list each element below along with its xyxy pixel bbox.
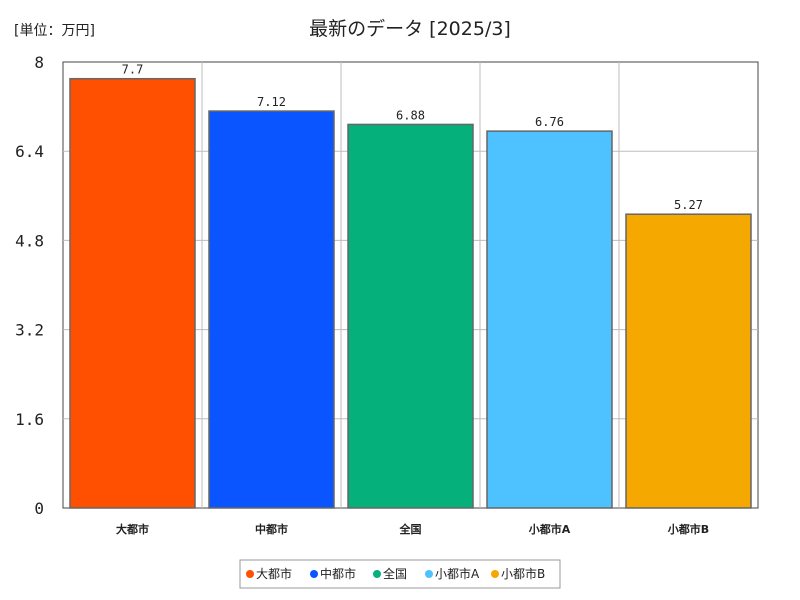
y-tick-label: 1.6: [15, 410, 44, 429]
legend: 大都市 中都市 全国 小都市A 小都市B: [239, 559, 561, 589]
legend-entry: 中都市: [320, 566, 356, 581]
data-label: 7.12: [257, 95, 286, 109]
bar-2: [208, 110, 335, 509]
bar-5: [625, 213, 752, 509]
legend-entry: 全国: [383, 566, 407, 581]
x-tick-label: 全国: [399, 522, 422, 536]
legend-entry: 小都市A: [435, 566, 480, 581]
data-label: 5.27: [674, 198, 703, 212]
y-tick-label: 0: [34, 499, 44, 518]
legend-marker: [373, 570, 381, 578]
legend-box: [239, 559, 561, 589]
bar-4: [486, 130, 613, 509]
legend-marker: [425, 570, 433, 578]
legend-marker: [310, 570, 318, 578]
bar-1: [69, 77, 196, 509]
legend-entry: 小都市B: [501, 566, 545, 581]
y-tick-label: 4.8: [15, 231, 44, 250]
unit-label: [単位：万円]: [14, 23, 95, 39]
x-tick-label: 中都市: [255, 522, 288, 536]
x-axis-ticks: 大都市 中都市 全国 小都市A 小都市B: [116, 522, 709, 536]
data-labels: 7.7 7.12 6.88 6.76 5.27: [122, 63, 703, 212]
y-tick-label: 8: [34, 53, 44, 72]
legend-marker: [246, 570, 254, 578]
data-label: 6.88: [396, 108, 425, 122]
y-tick-label: 6.4: [15, 142, 44, 161]
data-label: 7.7: [122, 63, 144, 77]
x-tick-label: 小都市B: [667, 522, 709, 536]
bars: [69, 77, 752, 509]
y-axis-ticks: 0 1.6 3.2 4.8 6.4 8: [15, 53, 44, 518]
x-tick-label: 大都市: [116, 522, 149, 536]
y-tick-label: 3.2: [15, 321, 44, 340]
data-label: 6.76: [535, 115, 564, 129]
legend-marker: [491, 570, 499, 578]
chart-title: 最新のデータ [2025/3]: [309, 18, 511, 40]
legend-entry: 大都市: [256, 566, 292, 581]
x-tick-label: 小都市A: [528, 522, 571, 536]
bar-3: [347, 123, 474, 509]
